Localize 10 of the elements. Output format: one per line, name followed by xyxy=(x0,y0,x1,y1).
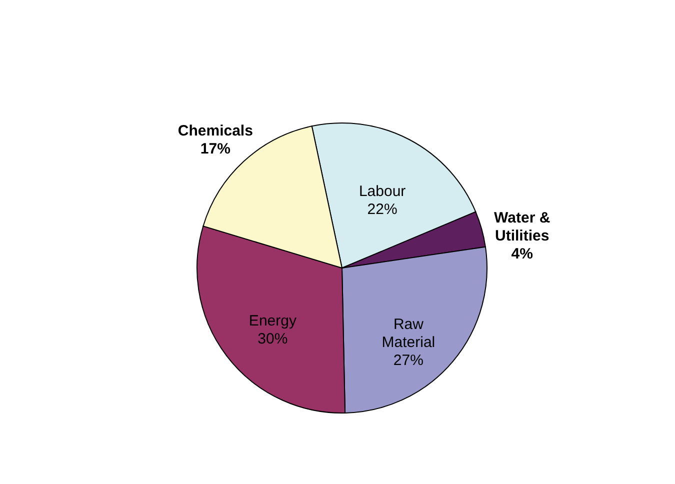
data-label: 4% xyxy=(511,246,533,263)
slice-label: Labour xyxy=(358,182,406,200)
data-label: 30% xyxy=(258,330,288,348)
slice-label: Water & Utilities xyxy=(494,210,550,245)
slice-label: Raw Material xyxy=(382,316,436,352)
slice-label: Energy xyxy=(248,312,297,330)
data-label: 17% xyxy=(200,140,230,158)
slice-label: Chemicals xyxy=(178,122,253,140)
data-label: 22% xyxy=(367,200,398,218)
data-label: 27% xyxy=(393,352,424,370)
